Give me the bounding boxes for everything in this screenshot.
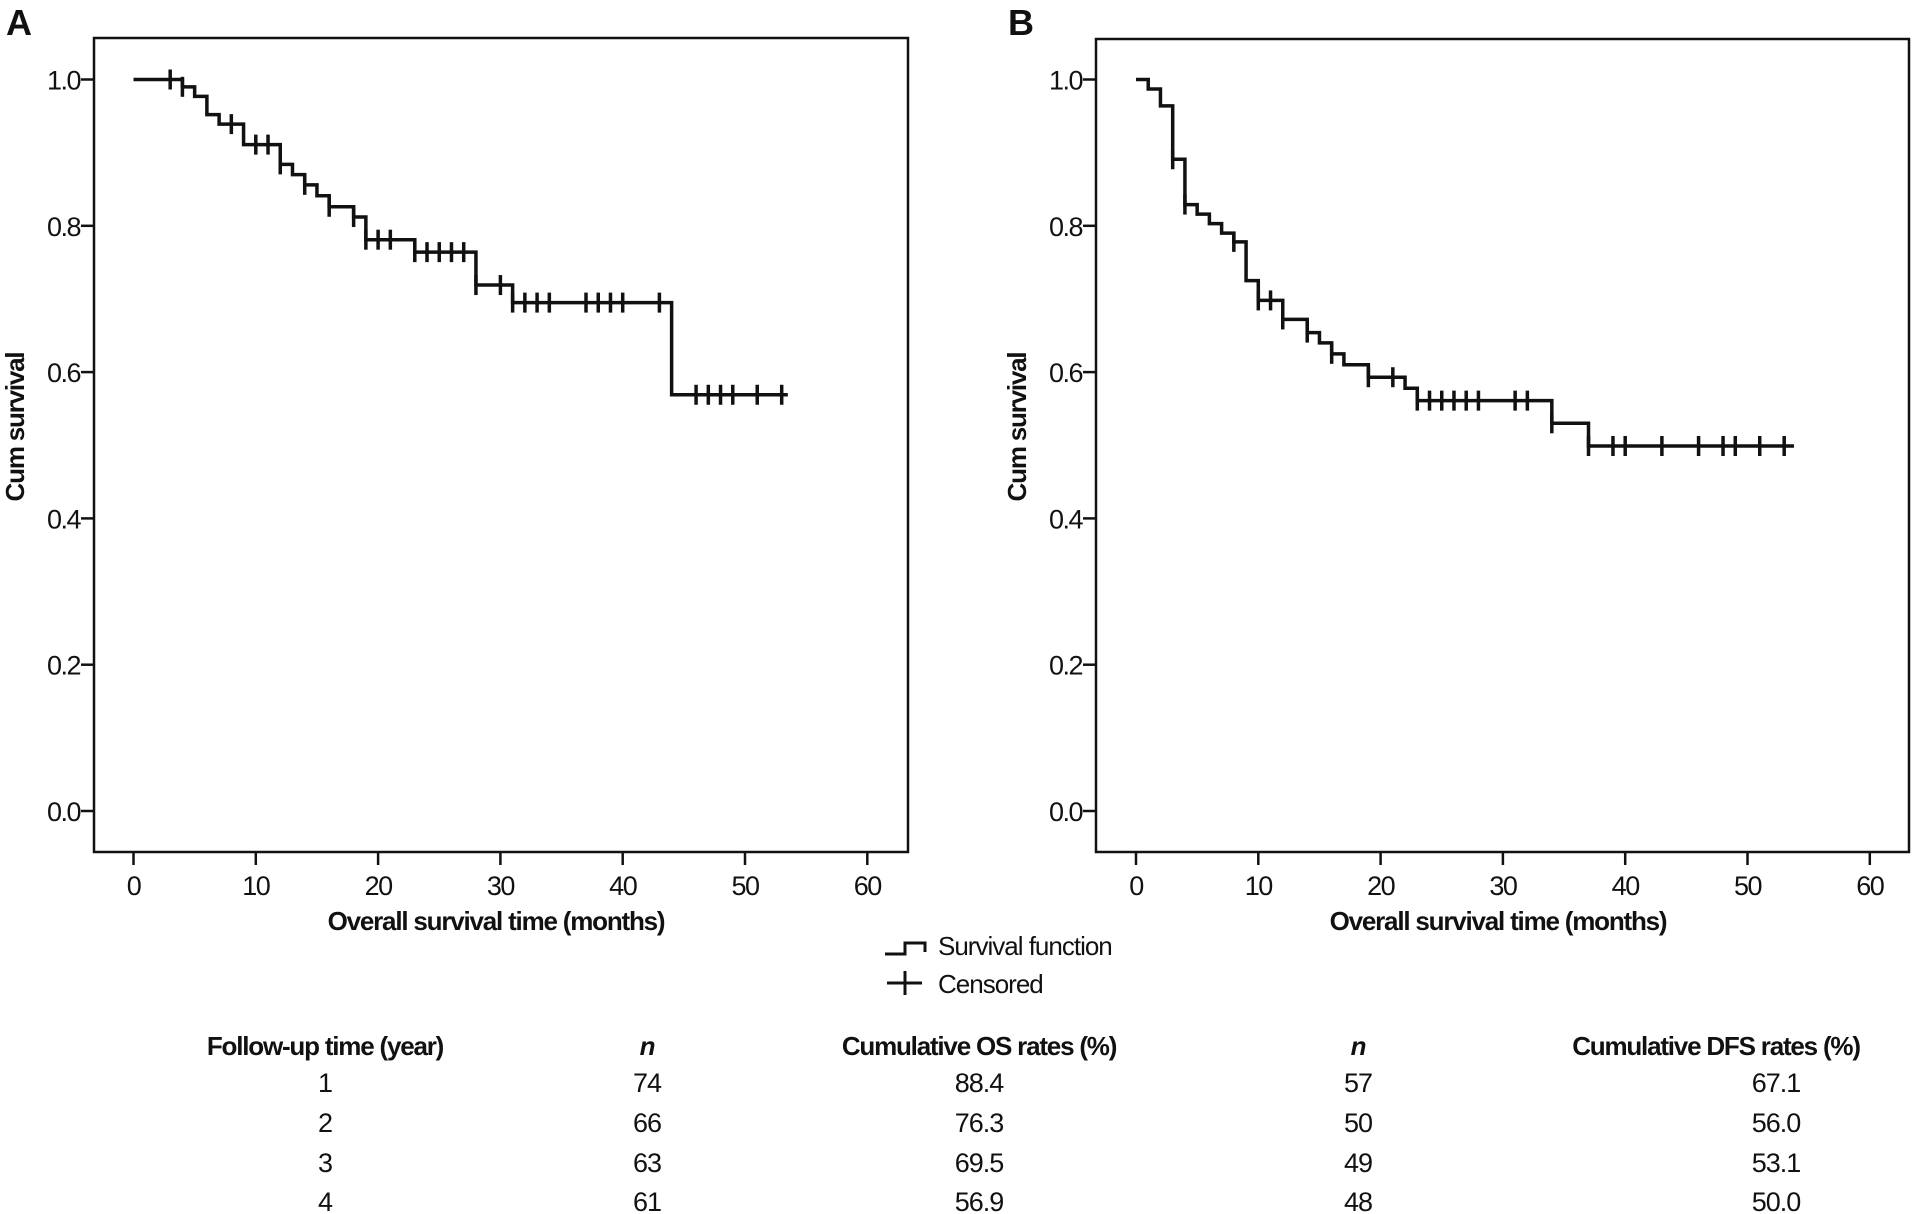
table-cell: 56.0 [1752,1108,1801,1138]
rates-table: Follow-up time (year) n Cumulative OS ra… [207,1031,1862,1214]
table-cell: 50 [1344,1108,1372,1138]
header-os-rate: Cumulative OS rates (%) [842,1031,1117,1061]
y-tick-label: 0.2 [1049,651,1083,681]
x-tick-label: 60 [1856,871,1884,901]
table-cell: 61 [633,1187,661,1214]
table-row: 3 63 69.5 49 53.1 [318,1148,1801,1178]
y-tick-label: 0.8 [1049,212,1083,242]
y-tick-label: 0.0 [47,797,81,827]
x-tick-label: 20 [1367,871,1395,901]
y-tick-label: 0.0 [1049,797,1083,827]
survival-function-legend-icon [885,941,927,956]
y-tick-label: 0.8 [47,212,81,242]
table-cell: 49 [1344,1148,1372,1178]
table-row: 2 66 76.3 50 56.0 [318,1108,1801,1138]
y-axis-b: 0.0 0.2 0.4 0.6 0.8 1.0 [1049,66,1096,827]
table-cell: 2 [318,1108,332,1138]
table-cell: 76.3 [955,1108,1004,1138]
table-row: 4 61 56.9 48 50.0 [318,1187,1801,1214]
y-tick-label: 0.4 [1049,504,1084,534]
y-tick-label: 0.6 [47,358,81,388]
header-n-dfs: n [1351,1031,1366,1061]
table-cell: 56.9 [955,1187,1004,1214]
panel-label-a: A [6,2,32,43]
y-tick-label: 1.0 [47,66,81,96]
header-dfs-rate: Cumulative DFS rates (%) [1572,1031,1860,1061]
panel-b-dfs: B 0.0 0.2 0.4 0.6 0.8 1.0 0 10 20 30 40 50 60 Cum s… [1002,2,1911,936]
legend-label-survival: Survival function [938,931,1112,961]
table-cell: 67.1 [1752,1068,1801,1098]
x-tick-label: 30 [487,871,515,901]
plot-frame-a [92,36,910,854]
x-tick-label: 10 [242,871,270,901]
table-body: 1 74 88.4 57 67.1 2 66 76.3 50 56.0 3 63 69.5 49 53.1 4… [318,1068,1801,1214]
table-cell: 74 [633,1068,662,1098]
y-tick-label: 0.2 [47,651,81,681]
y-tick-label: 0.6 [1049,358,1083,388]
x-axis-b: 0 10 20 30 40 50 60 [1129,852,1885,901]
x-tick-label: 0 [127,871,141,901]
table-cell: 63 [633,1148,661,1178]
y-tick-label: 0.4 [47,504,82,534]
x-axis-a: 0 10 20 30 40 50 60 [127,852,883,901]
x-tick-label: 10 [1245,871,1273,901]
x-tick-label: 0 [1129,871,1143,901]
table-cell: 50.0 [1752,1187,1801,1214]
x-axis-label-a: Overall survival time (months) [328,906,665,936]
table-cell: 48 [1344,1187,1372,1214]
table-header: Follow-up time (year) n Cumulative OS ra… [207,1031,1862,1061]
x-tick-label: 20 [365,871,393,901]
x-tick-label: 40 [609,871,637,901]
censor-marks-b [1170,149,1786,456]
y-axis-label-a: Cum survival [0,353,30,502]
table-cell: 69.5 [955,1148,1004,1178]
table-cell: 1 [318,1068,332,1098]
x-tick-label: 30 [1489,871,1517,901]
x-tick-label: 60 [854,871,882,901]
y-axis-a: 0.0 0.2 0.4 0.6 0.8 1.0 [47,66,94,827]
panel-a-os: A 0.0 0.2 0.4 0.6 0.8 1.0 0 10 20 30 40 50 60 Cum s… [0,2,910,936]
table-cell: 53.1 [1752,1148,1801,1178]
table-cell: 57 [1344,1068,1372,1098]
x-axis-label-b: Overall survival time (months) [1330,906,1667,936]
y-axis-label-b: Cum survival [1002,353,1032,502]
header-follow-up: Follow-up time (year) [207,1031,444,1061]
y-tick-label: 1.0 [1049,66,1083,96]
table-row: 1 74 88.4 57 67.1 [318,1068,1801,1098]
table-cell: 4 [318,1187,333,1214]
header-n-os: n [640,1031,655,1061]
x-tick-label: 50 [731,871,759,901]
legend: Survival function Censored [885,931,1113,999]
x-tick-label: 50 [1734,871,1762,901]
table-cell: 3 [318,1148,332,1178]
survival-curve-a [133,77,788,397]
x-tick-label: 40 [1612,871,1640,901]
legend-label-censored: Censored [938,969,1043,999]
censor-marks-a [168,69,784,405]
panel-label-b: B [1008,2,1034,43]
table-cell: 88.4 [955,1068,1005,1098]
table-cell: 66 [633,1108,661,1138]
